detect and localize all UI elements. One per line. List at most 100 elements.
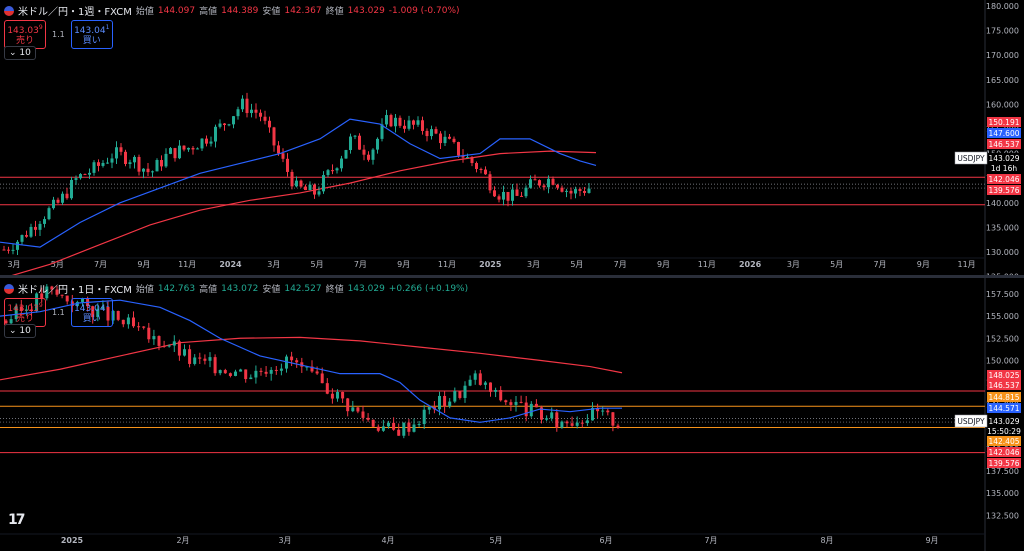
candle-body [55,289,59,295]
daily-trade-panel: 143.039 売り 1.1 143.041 買い [4,298,113,327]
daily-price-chart[interactable]: 157.500155.000152.500150.000147.500145.0… [0,278,1024,551]
candle-body [463,385,467,398]
price-badge [987,117,1021,127]
candle-body [290,356,294,361]
price-axis [985,278,1024,551]
candle-body [218,123,222,127]
time-tick-label: 3月 [527,260,540,269]
daily-chart-pane[interactable]: 157.500155.000152.500150.000147.500145.0… [0,278,1024,551]
weekly-chart-pane[interactable]: 180.000175.000170.000165.000160.000155.0… [0,0,1024,275]
candle-body [38,223,42,230]
candle-body [514,401,518,405]
price-tick-label: 157.500 [986,290,1019,299]
legend-change: +0.266 (+0.19%) [388,283,469,294]
price-badge-label: 143.029 [988,417,1019,426]
price-badge-label: 146.537 [988,381,1019,390]
candle-body [160,160,163,167]
candle-body [520,195,523,197]
candle-body [20,235,24,242]
candle-body [110,158,114,163]
candle-body [272,127,276,146]
pane-divider[interactable] [0,275,1024,278]
candle-body [534,403,538,408]
candle-body [466,157,469,159]
candle-body [591,407,594,421]
time-tick-label: 11月 [698,260,716,269]
candle-body [367,154,370,160]
candle-body [545,418,549,420]
price-badge [987,426,1021,436]
tradingview-logo[interactable]: 17 [8,512,26,528]
sell-button[interactable]: 143.039 売り [4,298,46,327]
candle-body [223,370,227,374]
candle-body [587,188,591,193]
candle-body [157,336,161,346]
legend-symbol[interactable]: 米ドル／円・1週・FXCM [18,7,132,18]
candle-body [121,319,125,325]
price-tick-label: 152.500 [986,334,1019,343]
time-tick-label: 6月 [599,536,612,545]
candle-body [310,366,314,372]
candle-body [274,369,278,371]
candle-body [164,153,168,167]
candle-body [2,249,6,251]
candle-body [45,286,49,299]
buy-button[interactable]: 143.041 買い [70,20,113,49]
candle-body [565,190,568,192]
sell-button[interactable]: 143.039 売り [4,20,46,49]
legend-low: 142.527 [284,283,322,294]
price-badge [987,185,1021,195]
time-tick-label: 9月 [925,536,938,545]
candle-body [43,219,46,224]
candle-body [7,249,10,251]
candle-body [336,391,339,399]
candle-body [88,172,91,175]
candle-body [227,124,231,126]
candle-body [196,148,199,150]
legend-symbol[interactable]: 米ドル／円・1日・FXCM [18,285,132,296]
candle-body [56,199,60,203]
candle-body [249,377,253,380]
candle-body [213,357,217,374]
candle-body [198,357,202,359]
candle-body [14,306,18,320]
candle-body [524,187,528,197]
candle-body [35,293,39,312]
candle-body [376,426,380,431]
candle-body [254,370,258,378]
legend-open-label: 始値 [135,7,154,17]
lot-size-dropdown[interactable]: ⌄ 10 [4,46,36,60]
candle-body [315,371,319,374]
time-tick-label: 5月 [830,260,843,269]
candle-body [25,235,28,237]
candle-body [470,157,474,164]
buy-button[interactable]: 143.041 買い [70,298,113,327]
sell-price-pip: 9 [38,24,43,31]
candle-body [524,402,528,417]
price-badge [987,153,1021,163]
weekly-price-chart[interactable]: 180.000175.000170.000165.000160.000155.0… [0,0,1024,275]
price-badge [987,370,1021,380]
time-tick-label: 7月 [704,536,717,545]
time-tick-label: 7月 [354,260,367,269]
candle-body [172,341,176,346]
lot-size-dropdown[interactable]: ⌄ 10 [4,324,36,338]
candle-body [106,162,109,164]
price-badge-label: 1d 16h [991,164,1017,173]
time-tick-label: 5月 [311,260,324,269]
candle-body [351,407,355,412]
price-tick-label: 135.000 [986,223,1019,232]
legend-high: 144.389 [221,5,259,16]
candle-body [83,174,87,176]
candle-body [341,391,345,399]
buy-price: 143.04 [74,304,106,314]
candle-body [478,373,482,385]
candle-body [580,422,584,424]
candle-body [551,178,555,185]
candle-body [443,136,447,144]
candle-body [264,371,268,374]
candle-body [540,407,543,420]
candle-body [11,249,15,251]
candle-body [133,156,136,163]
candle-body [583,190,586,193]
